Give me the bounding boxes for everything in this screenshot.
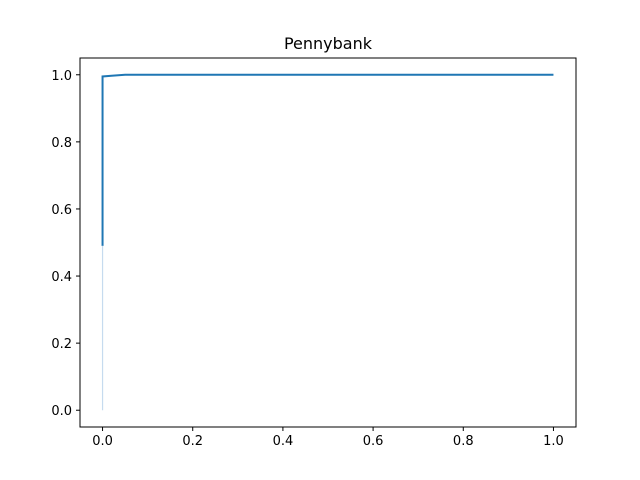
x-axis: 0.0 0.2 0.4 0.6 0.8 1.0	[92, 427, 564, 449]
y-tick-label: 0.6	[51, 203, 72, 218]
x-tick-label: 0.8	[453, 434, 474, 449]
x-tick-label: 1.0	[543, 434, 564, 449]
y-axis: 0.0 0.2 0.4 0.6 0.8 1.0	[51, 69, 80, 419]
y-tick-label: 0.8	[51, 136, 72, 151]
y-tick-label: 0.0	[51, 404, 72, 419]
series-line-1	[101, 73, 554, 246]
y-tick-label: 0.2	[51, 337, 72, 352]
y-tick-label: 1.0	[51, 69, 72, 84]
chart-title: Pennybank	[284, 34, 373, 53]
x-tick-label: 0.0	[92, 434, 113, 449]
plot-frame	[79, 57, 577, 428]
x-tick-label: 0.6	[363, 434, 384, 449]
y-tick-label: 0.4	[51, 270, 72, 285]
x-tick-label: 0.4	[273, 434, 294, 449]
series-layer	[101, 73, 554, 411]
x-tick-label: 0.2	[182, 434, 203, 449]
